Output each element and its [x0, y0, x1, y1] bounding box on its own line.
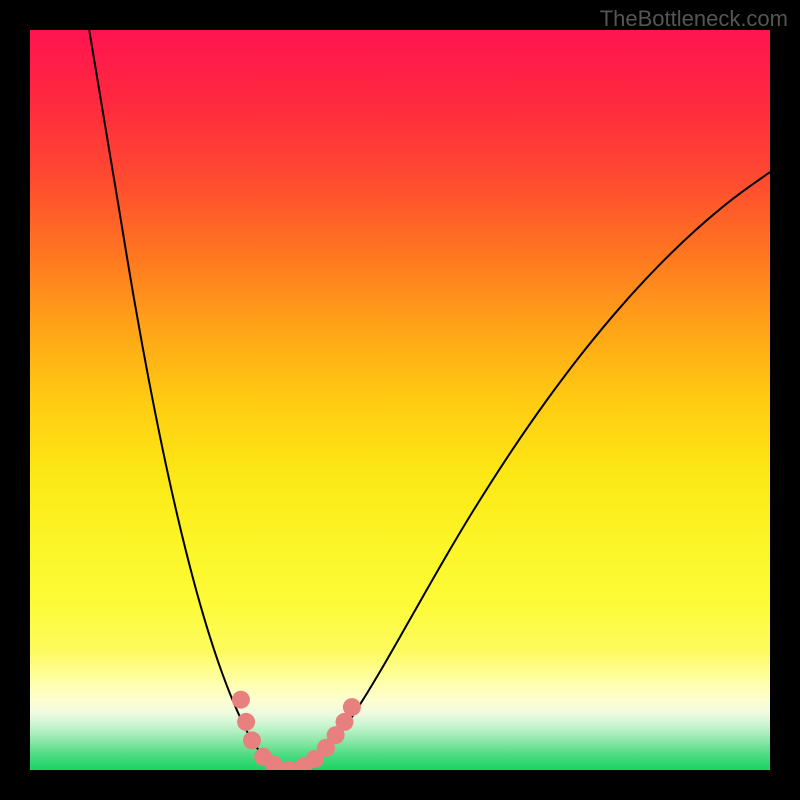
- marker-point: [232, 691, 250, 709]
- marker-point: [343, 698, 361, 716]
- curve-layer: [30, 30, 770, 770]
- marker-point: [237, 713, 255, 731]
- plot-area: [30, 30, 770, 770]
- curve-left-branch: [89, 30, 293, 770]
- marker-point: [243, 731, 261, 749]
- watermark-text: TheBottleneck.com: [600, 6, 788, 32]
- curve-right-branch: [293, 172, 770, 770]
